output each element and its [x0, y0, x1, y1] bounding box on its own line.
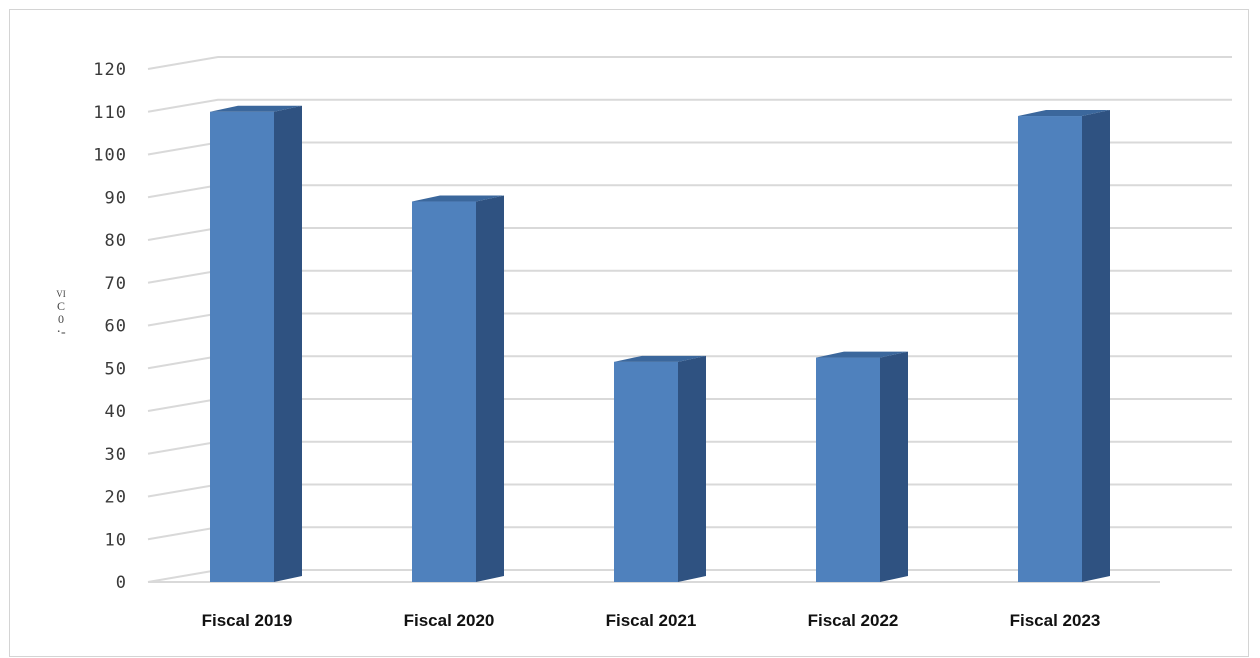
- bar-front-face: [816, 357, 880, 582]
- x-axis-categories: Fiscal 2019 Fiscal 2020 Fiscal 2021 Fiscal …: [202, 611, 1101, 630]
- y-tick-label: 120: [93, 60, 127, 80]
- y-axis-label: VI C 0 ·-: [56, 289, 66, 340]
- y-tick-label: 60: [105, 317, 127, 337]
- y-axis-label-part: C: [57, 299, 65, 313]
- x-category-label: Fiscal 2020: [404, 611, 495, 630]
- gridline: [147, 56, 1232, 70]
- bar-front-face: [614, 361, 678, 582]
- y-axis-label-part: 0: [58, 312, 64, 326]
- bar: [412, 195, 504, 582]
- y-tick-label: 100: [93, 146, 127, 166]
- y-tick-label: 110: [93, 103, 127, 123]
- bar: [816, 351, 908, 582]
- bar-top-face: [1018, 110, 1110, 117]
- bar-front-face: [412, 201, 476, 582]
- y-tick-label: 50: [105, 359, 127, 379]
- y-axis-ticks: 0 10 20 30 40 50 60 70 80 90 100 110 120: [93, 60, 127, 593]
- y-tick-label: 10: [105, 530, 127, 550]
- bar-top-face: [614, 355, 706, 362]
- bar-top-face: [412, 195, 504, 202]
- y-axis-label-part: VI: [56, 289, 66, 299]
- bar-side-face: [274, 105, 302, 582]
- bar-front-face: [210, 111, 274, 582]
- y-axis-label-part: ·-: [56, 325, 66, 340]
- y-tick-label: 0: [116, 573, 127, 593]
- x-category-label: Fiscal 2022: [808, 611, 899, 630]
- bar-side-face: [678, 355, 706, 582]
- bars-layer: [210, 105, 1110, 583]
- bar-side-face: [880, 351, 908, 582]
- y-tick-label: 40: [105, 402, 127, 422]
- bar-top-face: [816, 351, 908, 358]
- x-category-label: Fiscal 2023: [1010, 611, 1101, 630]
- x-category-label: Fiscal 2021: [606, 611, 697, 630]
- bar-side-face: [1082, 110, 1110, 583]
- y-tick-label: 30: [105, 445, 127, 465]
- bar-side-face: [476, 195, 504, 582]
- bar: [614, 355, 706, 582]
- gridline: [147, 98, 1232, 113]
- y-axis-label-text: VI C 0 ·-: [56, 289, 66, 340]
- y-tick-label: 20: [105, 488, 127, 508]
- y-tick-label: 90: [105, 188, 127, 208]
- y-tick-label: 70: [105, 274, 127, 294]
- bar: [210, 105, 302, 582]
- bar-front-face: [1018, 116, 1082, 583]
- bar-top-face: [210, 105, 302, 112]
- bar: [1018, 110, 1110, 583]
- x-category-label: Fiscal 2019: [202, 611, 293, 630]
- y-tick-label: 80: [105, 231, 127, 251]
